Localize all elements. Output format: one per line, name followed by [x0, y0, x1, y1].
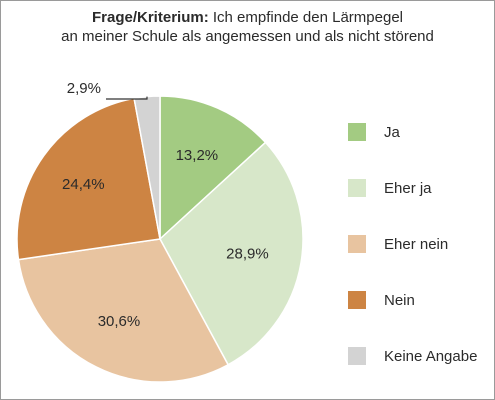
legend-label-eher-nein: Eher nein — [384, 236, 448, 253]
slice-label-nein: 24,4% — [62, 176, 105, 193]
slice-label-ja: 13,2% — [176, 147, 219, 164]
legend-label-keine-angabe: Keine Angabe — [384, 348, 477, 365]
title-line1: Ich empfinde den Lärmpegel — [208, 9, 403, 26]
slice-label-eher-nein: 30,6% — [98, 313, 141, 330]
legend-swatch-eher-nein — [348, 235, 366, 253]
slice-label-keine-angabe: 2,9% — [67, 80, 101, 97]
legend-swatch-ja — [348, 123, 366, 141]
pie-slice-nein — [16, 97, 161, 261]
legend-label-ja: Ja — [384, 124, 401, 141]
pie-slice-ja — [159, 95, 267, 241]
legend-swatch-keine-angabe — [348, 347, 366, 365]
legend-label-eher-ja: Eher ja — [384, 180, 432, 197]
pie-slice-eher-nein — [17, 238, 230, 383]
legend: Ja Eher ja Eher nein Nein Keine Angabe — [348, 123, 477, 365]
slice-label-eher-ja: 28,9% — [226, 246, 269, 263]
pie-slice-eher-ja — [159, 141, 304, 366]
legend-swatch-eher-ja — [348, 179, 366, 197]
chart-title: Frage/Kriterium: Ich empfinde den Lärmpe… — [0, 8, 495, 46]
legend-swatch-nein — [348, 291, 366, 309]
pie-slices — [16, 95, 304, 383]
legend-label-nein: Nein — [384, 292, 415, 309]
title-line2: an meiner Schule als angemessen und als … — [61, 28, 434, 45]
pie-labels: 13,2% 28,9% 30,6% 24,4% 2,9% — [62, 80, 269, 330]
leader-line-keine-angabe — [105, 96, 148, 100]
title-prefix: Frage/Kriterium: — [92, 9, 209, 26]
